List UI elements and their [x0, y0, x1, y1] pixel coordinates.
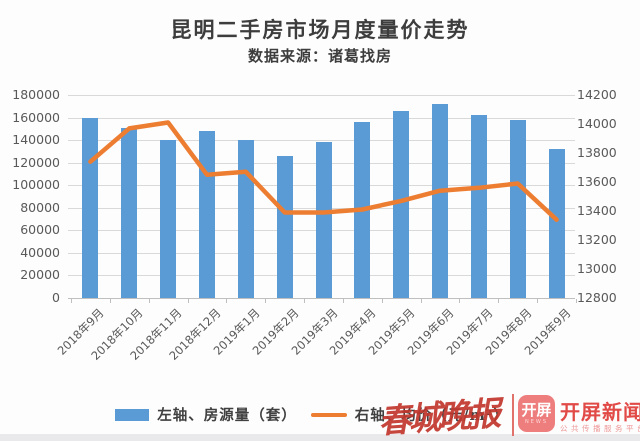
chart-title: 昆明二手房市场月度量价走势	[170, 17, 470, 42]
y-axis-left-tick: 120000	[12, 154, 60, 170]
gridline	[68, 95, 575, 96]
gridline	[68, 140, 575, 142]
bar	[470, 115, 487, 298]
y-axis-right-tick: 13600	[577, 174, 617, 189]
y-axis-left-tick: 60000	[20, 222, 60, 238]
x-axis-tick	[498, 299, 500, 303]
x-axis-tick	[265, 299, 267, 303]
y-axis-right-tick: 13400	[577, 203, 617, 218]
kaiping-logo-sub: NEWS	[524, 418, 549, 425]
legend-item-price: 右轴、均价（元/m²）	[310, 404, 509, 425]
legend-label-price: 右轴、均价（元/m²）	[354, 407, 509, 424]
kaiping-logo-text: 开屏	[521, 400, 552, 419]
legend-label-volume: 左轴、房源量（套）	[157, 407, 297, 424]
x-axis-tick	[576, 299, 577, 303]
bar	[432, 104, 449, 298]
y-axis-right-tick: 13200	[577, 232, 617, 247]
x-axis-tick	[537, 299, 539, 303]
watermark-calligraphy: 春城晚报	[376, 393, 500, 441]
legend-line-swatch	[310, 412, 347, 417]
bar	[276, 155, 293, 298]
x-axis-tick	[109, 299, 111, 303]
y-axis-left-tick: 180000	[12, 87, 60, 102]
bar	[160, 140, 177, 298]
y-axis-right-tick: 14000	[577, 116, 617, 131]
x-axis-tick	[381, 299, 383, 303]
bar	[121, 127, 138, 298]
gridline	[68, 117, 575, 119]
x-axis-tick	[304, 299, 306, 303]
legend-bar-swatch	[115, 408, 150, 421]
y-axis-left-tick: 20000	[20, 267, 60, 283]
bar	[509, 119, 526, 298]
brand-divider	[512, 394, 514, 436]
x-axis-tick	[148, 299, 150, 303]
x-axis-tick	[187, 299, 189, 303]
x-axis-tick	[71, 299, 72, 303]
x-axis-tick	[420, 299, 422, 303]
legend-item-volume: 左轴、房源量（套）	[115, 404, 297, 425]
price-line-layer	[88, 120, 559, 222]
brand-tagline: 公共传播服务平台	[560, 424, 640, 433]
y-axis-right-tick: 14200	[577, 87, 617, 102]
y-axis-left-tick: 160000	[12, 109, 60, 125]
price-line	[88, 120, 559, 222]
y-axis-left-tick: 140000	[12, 132, 60, 148]
x-axis-tick	[342, 299, 344, 303]
x-axis-tick	[226, 299, 228, 303]
y-axis-left-tick: 80000	[20, 199, 60, 215]
y-axis-right-tick: 13800	[577, 145, 617, 160]
kaiping-logo: 开屏 NEWS	[518, 395, 555, 432]
x-axis-tick	[459, 299, 461, 303]
chart-subtitle: 数据来源：诸葛找房	[247, 47, 392, 65]
x-axis-line	[68, 298, 575, 299]
brand-name: 开屏新闻	[560, 400, 640, 424]
bar	[237, 140, 254, 298]
bar	[393, 110, 410, 298]
bar	[548, 149, 565, 298]
bottom-strip	[0, 434, 640, 441]
legend: 左轴、房源量（套） 右轴、均价（元/m²）	[0, 404, 632, 425]
y-axis-right-tick: 13000	[577, 261, 617, 276]
bar	[82, 117, 99, 298]
y-axis-left-tick: 100000	[12, 177, 60, 193]
y-axis-right-tick: 12800	[577, 290, 617, 305]
y-axis-left-tick: 0	[52, 290, 60, 305]
bar	[315, 142, 332, 298]
y-axis-left-tick: 40000	[20, 244, 60, 260]
